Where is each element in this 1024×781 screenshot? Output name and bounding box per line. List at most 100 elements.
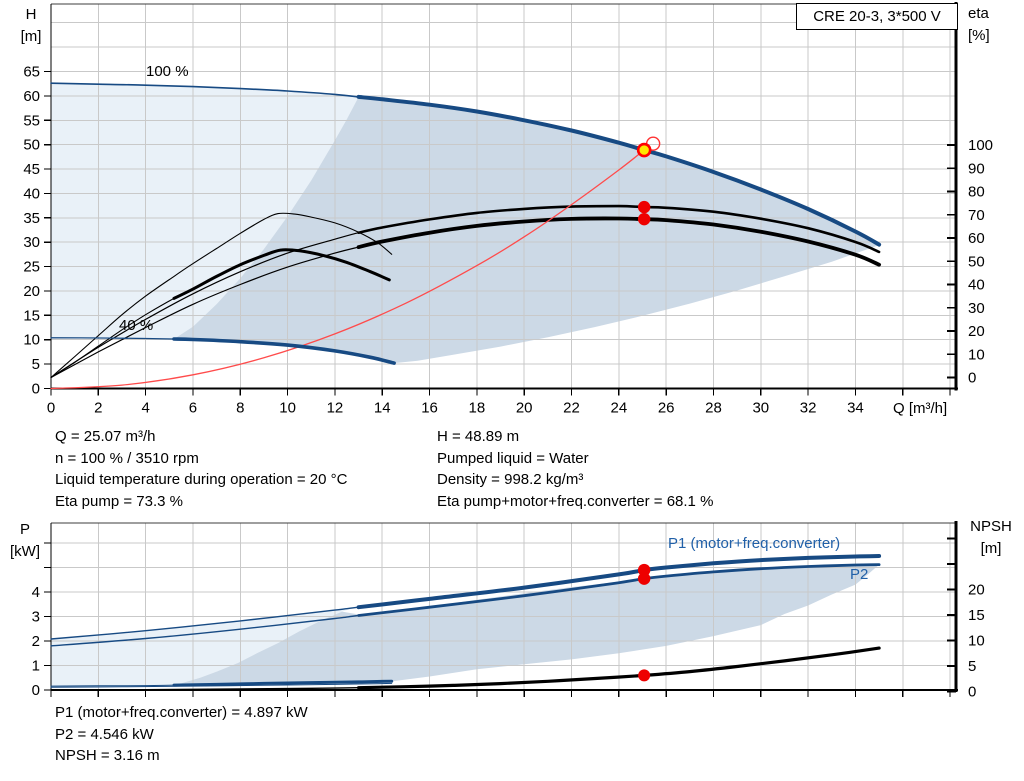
x-tick-label: 12 [327,400,344,417]
npsh-curve-main [357,646,881,690]
y-left-tick-label: 0 [32,381,40,398]
y-right-tick-label: 0 [968,684,976,701]
x-tick-label: 0 [47,400,55,417]
x-tick-label: 6 [189,400,197,417]
power-info: P1 (motor+freq.converter) = 4.897 kW P2 … [55,702,308,767]
pump-curve-100pct-main [356,94,882,247]
y-right-tick-label: 100 [968,137,993,154]
pump-model-box: CRE 20-3, 3*500 V [796,3,958,30]
power-npsh-chart-axes [50,521,958,692]
pump-curve-40pct-main [172,337,396,365]
system-curve [50,149,645,390]
y-left-tick-label: 55 [23,112,40,129]
x-tick-label: 28 [705,400,722,417]
power-envelope-light [51,606,359,687]
y-right-tick-label: 0 [968,370,976,387]
x-tick-label: 18 [469,400,486,417]
eta-pump-curve-40pct [50,212,393,379]
y-left-tick-label: 40 [23,185,40,202]
q-axis-title: Q [m³/h] [893,400,948,417]
duty-info-left: Q = 25.07 m³/h n = 100 % / 3510 rpm Liqu… [55,426,347,512]
y-right-tick-label: 50 [968,253,985,270]
x-tick-label: 32 [800,400,817,417]
y-left-tick-label: 3 [32,609,40,626]
y-left-tick-label: 4 [32,584,40,601]
y-right-tick-label: 30 [968,300,985,317]
y-right-tick-label: 60 [968,230,985,247]
h-axis-title: H [m] [12,4,50,48]
p2-curve-100pct-main [357,563,881,617]
operating-envelope-light [51,83,359,339]
eta-axis-title: eta [%] [968,3,990,47]
power-envelope-dark [174,564,880,686]
npsh-axis-symbol: NPSH [970,518,1012,535]
info-p1: P1 (motor+freq.converter) = 4.897 kW [55,704,308,721]
p2-dot [637,572,651,585]
y-left-tick-label: 45 [23,161,40,178]
y-left-tick-label: 20 [23,283,40,300]
y-right-tick-label: 5 [968,658,976,675]
x-tick-label: 30 [752,400,769,417]
y-left-tick-label: 0 [32,682,40,699]
speed-label-40: 40 % [119,317,154,334]
duty-point[interactable] [636,142,652,158]
info-h: H = 48.89 m [437,428,520,445]
p-axis-unit: [kW] [10,542,40,560]
operating-envelope-dark [174,96,880,364]
x-tick-label: 10 [279,400,296,417]
npsh-axis-unit: [m] [980,539,1002,557]
y-left-tick-label: 30 [23,234,40,251]
p1-curve-label: P1 (motor+freq.converter) [668,535,841,552]
info-speed: n = 100 % / 3510 rpm [55,449,199,467]
npsh-axis-title: NPSH [m] [962,516,1020,560]
info-npsh: NPSH = 3.16 m [55,747,160,765]
eta-pump-curve-100pct-main [357,204,881,254]
eta-pump-dot [637,200,651,214]
y-left-tick-label: 50 [23,137,40,154]
y-right-tick-label: 20 [968,323,985,340]
p1-curve-100pct-main [356,554,882,610]
power-npsh-chart: 0 1 2 3 4 0 5 10 15 20 [32,521,985,701]
p-axis-title: P [kW] [4,519,46,563]
x-tick-label: 34 [847,400,864,417]
x-tick-label: 4 [141,400,149,417]
h-axis-symbol: H [25,6,37,23]
y-left-tick-label: 35 [23,210,40,227]
info-liquid-temp: Liquid temperature during operation = 20… [55,471,348,489]
y-right-tick-label: 10 [968,346,985,363]
y-left-tick-label: 1 [32,658,40,675]
info-pumped-liquid: Pumped liquid = Water [437,449,589,467]
y-right-tick-label: 90 [968,160,985,177]
eta-total-dot [637,212,651,226]
y-right-tick-label: 20 [968,582,985,599]
p2-curve-40pct [50,682,393,688]
p1-curve-40pct-main [172,679,394,687]
info-density: Density = 998.2 kg/m³ [437,471,584,489]
p-axis-symbol: P [19,521,30,538]
y-right-tick-label: 10 [968,633,985,650]
y-right-tick-label: 40 [968,277,985,294]
info-p2: P2 = 4.546 kW [55,725,154,743]
y-left-tick-label: 25 [23,259,40,276]
info-eta-pump: Eta pump = 73.3 % [55,492,183,510]
y-right-tick-label: 15 [968,607,985,624]
hq-chart: 0 2 4 6 8 10 12 14 16 18 20 22 24 26 28 30 32 34051015202… [23,2,993,417]
eta-axis-symbol: eta [968,5,989,22]
y-left-tick-label: 2 [32,633,40,650]
y-right-tick-label: 70 [968,207,985,224]
eta-total-curve-40pct-main [172,248,391,300]
y-left-tick-label: 65 [23,63,40,80]
x-tick-label: 8 [236,400,244,417]
x-tick-label: 22 [563,400,580,417]
info-eta-total: Eta pump+motor+freq.converter = 68.1 % [437,492,714,510]
x-tick-label: 24 [610,400,627,417]
y-left-tick-label: 60 [23,88,40,105]
p1-dot [637,563,651,577]
duty-info-right: H = 48.89 m Pumped liquid = Water Densit… [437,426,713,512]
info-q: Q = 25.07 m³/h [55,428,156,445]
speed-label-100: 100 % [146,63,189,80]
x-tick-label: 26 [658,400,675,417]
y-right-tick-label: 80 [968,184,985,201]
p2-curve-label: P2 [850,566,869,583]
